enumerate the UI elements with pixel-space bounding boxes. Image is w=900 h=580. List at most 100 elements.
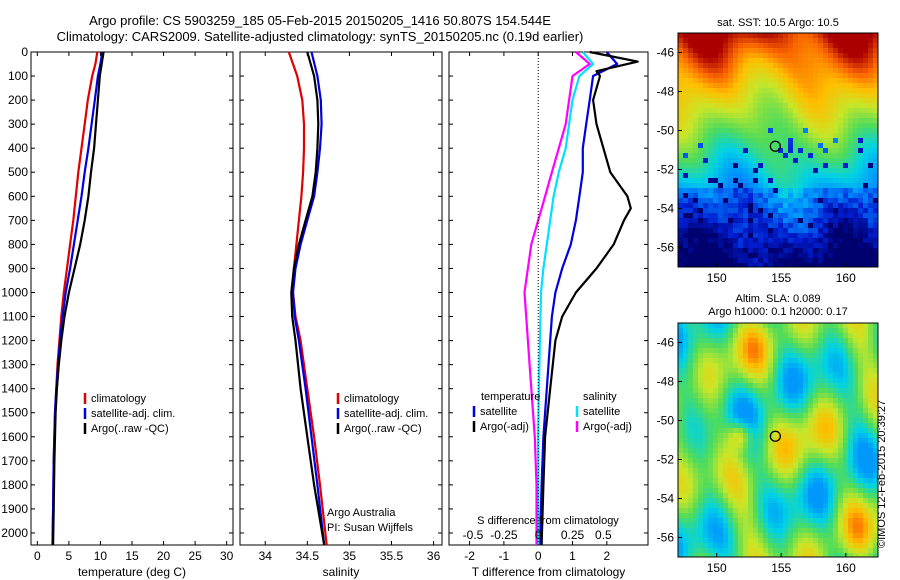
map-cell bbox=[753, 68, 758, 73]
map-cell bbox=[828, 488, 833, 493]
map-cell bbox=[683, 48, 688, 53]
map-cell bbox=[743, 173, 748, 178]
map-cell bbox=[848, 548, 853, 553]
map-cell bbox=[688, 353, 693, 358]
map-cell bbox=[793, 213, 798, 218]
map-cell bbox=[853, 493, 858, 498]
map-cell bbox=[718, 333, 723, 338]
map-cell bbox=[738, 108, 743, 113]
map-cell bbox=[778, 208, 783, 213]
map-cell bbox=[723, 418, 728, 423]
map-cell bbox=[823, 113, 828, 118]
map-cell bbox=[858, 528, 863, 533]
map-cell bbox=[848, 523, 853, 528]
map-cell bbox=[733, 538, 738, 543]
map-cell bbox=[863, 233, 868, 238]
map-cell bbox=[743, 518, 748, 523]
map-cell bbox=[823, 343, 828, 348]
map-cell bbox=[848, 193, 853, 198]
map-cell bbox=[703, 63, 708, 68]
map-cell bbox=[848, 138, 853, 143]
map-cell bbox=[813, 98, 818, 103]
map-cell bbox=[818, 458, 823, 463]
map-cell bbox=[838, 468, 843, 473]
map-cell bbox=[693, 548, 698, 553]
map-cell bbox=[723, 68, 728, 73]
map-cell bbox=[808, 93, 813, 98]
map-cell bbox=[838, 398, 843, 403]
map-cell bbox=[708, 343, 713, 348]
map-cell bbox=[713, 168, 718, 173]
map-cell bbox=[718, 128, 723, 133]
map-cell bbox=[683, 523, 688, 528]
map-cell bbox=[788, 343, 793, 348]
map-cell bbox=[748, 483, 753, 488]
map-cell bbox=[848, 58, 853, 63]
map-cell bbox=[838, 83, 843, 88]
map-cell bbox=[873, 213, 878, 218]
map-cell bbox=[808, 123, 813, 128]
map-cell bbox=[688, 183, 693, 188]
map-cell bbox=[758, 393, 763, 398]
map-cell bbox=[783, 183, 788, 188]
map-cell bbox=[808, 88, 813, 93]
map-cell bbox=[728, 448, 733, 453]
map-cell bbox=[733, 103, 738, 108]
map-cell bbox=[828, 328, 833, 333]
map-cell bbox=[848, 53, 853, 58]
map-cell bbox=[723, 53, 728, 58]
map-cell bbox=[808, 348, 813, 353]
map-cell bbox=[753, 158, 758, 163]
map-cell bbox=[833, 143, 838, 148]
map-cell bbox=[848, 78, 853, 83]
map-cell bbox=[768, 363, 773, 368]
map-cell bbox=[868, 128, 873, 133]
map-cell bbox=[813, 458, 818, 463]
map-cell bbox=[788, 398, 793, 403]
map-cell bbox=[693, 108, 698, 113]
map-cell bbox=[738, 68, 743, 73]
s-tick-label: 0.5 bbox=[595, 528, 612, 542]
map-cell bbox=[738, 503, 743, 508]
map-cell bbox=[703, 363, 708, 368]
map-cell bbox=[698, 98, 703, 103]
s-tick-label: -0.5 bbox=[463, 528, 484, 542]
map-cell bbox=[813, 253, 818, 258]
map-cell bbox=[778, 118, 783, 123]
map-cell bbox=[873, 548, 878, 553]
map-cell bbox=[728, 473, 733, 478]
map-cell bbox=[768, 178, 773, 183]
map-cell bbox=[848, 433, 853, 438]
map-cell bbox=[758, 528, 763, 533]
map-cell bbox=[703, 153, 708, 158]
x-tick-label: 30 bbox=[220, 549, 234, 563]
map-cell bbox=[698, 483, 703, 488]
map-cell bbox=[708, 378, 713, 383]
map-cell bbox=[748, 548, 753, 553]
map-cell bbox=[783, 538, 788, 543]
map-cell bbox=[758, 108, 763, 113]
map-cell bbox=[708, 383, 713, 388]
map-cell bbox=[798, 343, 803, 348]
map-cell bbox=[833, 373, 838, 378]
map-cell bbox=[848, 178, 853, 183]
map-cell bbox=[713, 98, 718, 103]
map-cell bbox=[848, 323, 853, 328]
map-cell bbox=[833, 238, 838, 243]
map-cell bbox=[683, 173, 688, 178]
map-cell bbox=[703, 163, 708, 168]
map-cell bbox=[803, 463, 808, 468]
map-cell bbox=[793, 43, 798, 48]
map-cell bbox=[828, 223, 833, 228]
map-cell bbox=[868, 103, 873, 108]
map-cell bbox=[743, 363, 748, 368]
map-cell bbox=[708, 348, 713, 353]
map-cell bbox=[728, 163, 733, 168]
map-cell bbox=[753, 373, 758, 378]
map-cell bbox=[833, 93, 838, 98]
map-cell bbox=[738, 428, 743, 433]
map-cell bbox=[683, 138, 688, 143]
map-cell bbox=[848, 553, 853, 557]
map-cell bbox=[778, 508, 783, 513]
map-cell bbox=[753, 133, 758, 138]
